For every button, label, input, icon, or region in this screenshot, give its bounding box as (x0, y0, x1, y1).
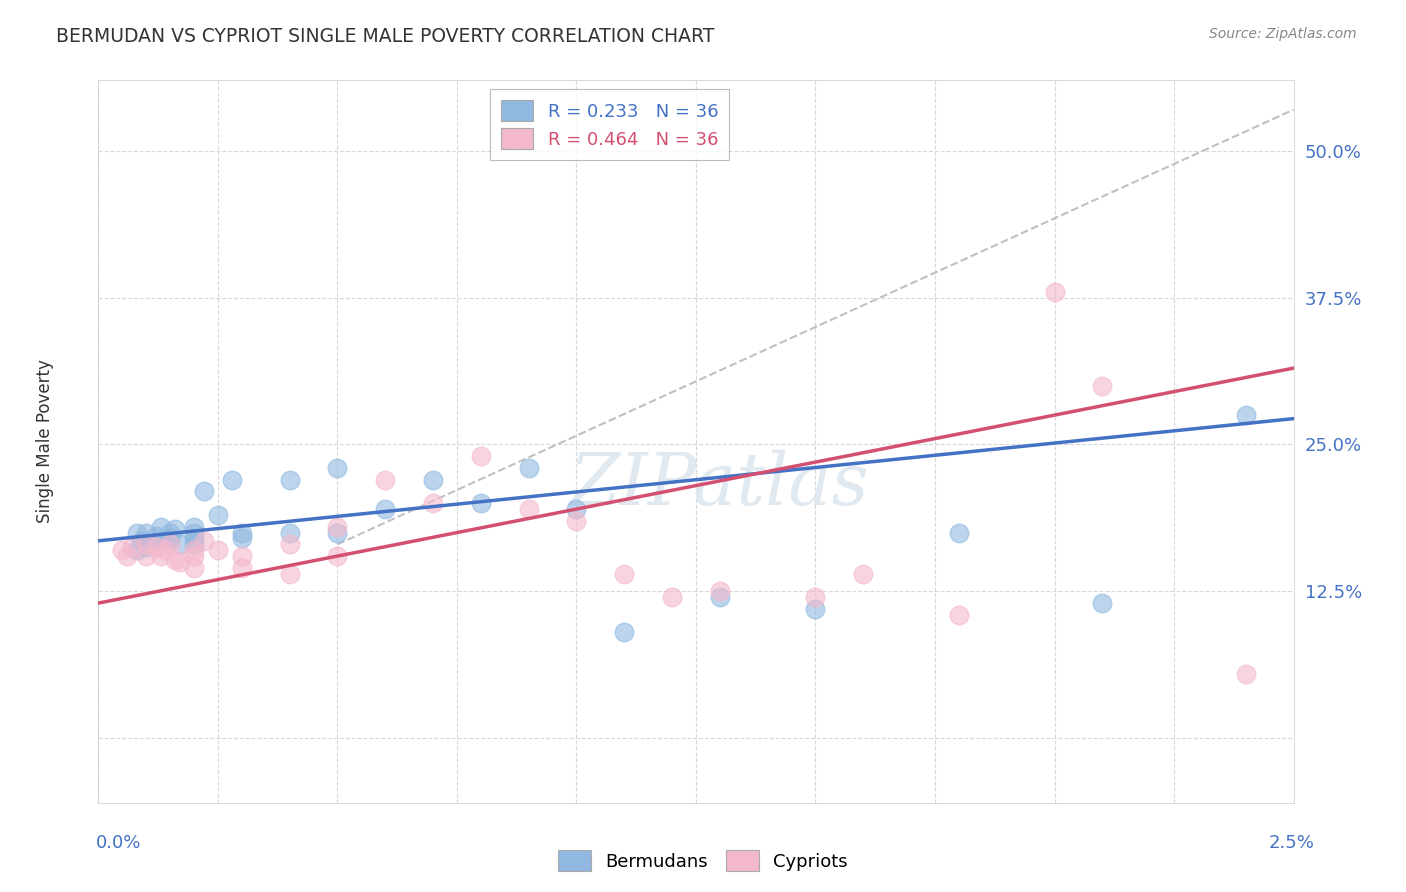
Point (278, 566, 301, 581)
Point (422, 496, 444, 510)
Point (374, 502, 396, 516)
Point (131, 533, 153, 548)
Point (121, 540, 143, 554)
Point (169, 537, 191, 551)
Point (1091, 596, 1114, 610)
Point (135, 549, 157, 563)
Point (326, 549, 349, 563)
Point (326, 525, 349, 540)
Point (661, 591, 683, 605)
Point (470, 449, 492, 463)
Point (149, 519, 172, 533)
Point (125, 543, 148, 558)
Legend: Bermudans, Cypriots: Bermudans, Cypriots (551, 843, 855, 879)
Point (145, 529, 167, 543)
Point (111, 543, 134, 558)
Point (1234, 408, 1257, 422)
Legend: R = 0.233   N = 36, R = 0.464   N = 36: R = 0.233 N = 36, R = 0.464 N = 36 (489, 89, 730, 160)
Text: 2.5%: 2.5% (1268, 834, 1315, 852)
Point (155, 543, 177, 558)
Point (159, 537, 181, 551)
Point (163, 552, 186, 566)
Point (207, 543, 229, 558)
Point (709, 584, 731, 599)
Point (852, 566, 875, 581)
Point (278, 525, 301, 540)
Text: Single Male Poverty: Single Male Poverty (35, 359, 53, 524)
Point (149, 549, 172, 563)
Point (183, 549, 205, 563)
Point (231, 561, 253, 575)
Point (159, 525, 181, 540)
Point (163, 522, 186, 536)
Point (231, 549, 253, 563)
Point (231, 532, 253, 546)
Point (135, 525, 157, 540)
Point (517, 502, 540, 516)
Point (326, 461, 349, 475)
Point (422, 473, 444, 487)
Point (193, 484, 215, 499)
Point (221, 473, 243, 487)
Point (470, 496, 492, 510)
Text: BERMUDAN VS CYPRIOT SINGLE MALE POVERTY CORRELATION CHART: BERMUDAN VS CYPRIOT SINGLE MALE POVERTY … (56, 27, 714, 45)
Point (326, 519, 349, 533)
Point (565, 502, 588, 516)
Point (1234, 666, 1257, 681)
Point (149, 533, 172, 548)
Point (183, 537, 205, 551)
Point (613, 625, 636, 640)
Point (517, 461, 540, 475)
Point (1043, 285, 1066, 299)
Point (183, 532, 205, 546)
Point (183, 525, 205, 540)
Point (169, 555, 191, 569)
Point (804, 591, 827, 605)
Point (183, 543, 205, 558)
Point (183, 561, 205, 575)
Point (278, 537, 301, 551)
Text: Source: ZipAtlas.com: Source: ZipAtlas.com (1209, 27, 1357, 41)
Text: 0.0%: 0.0% (96, 834, 141, 852)
Point (159, 532, 181, 546)
Point (1091, 378, 1114, 392)
Point (948, 607, 970, 622)
Point (804, 602, 827, 616)
Point (948, 525, 970, 540)
Point (183, 519, 205, 533)
Point (115, 549, 138, 563)
Point (565, 514, 588, 528)
Point (135, 537, 157, 551)
Text: ZIPatlas: ZIPatlas (569, 450, 870, 520)
Point (125, 525, 148, 540)
Point (135, 540, 157, 554)
Point (145, 540, 167, 554)
Point (193, 533, 215, 548)
Point (231, 525, 253, 540)
Point (613, 566, 636, 581)
Point (709, 591, 731, 605)
Point (278, 473, 301, 487)
Point (374, 473, 396, 487)
Point (207, 508, 229, 522)
